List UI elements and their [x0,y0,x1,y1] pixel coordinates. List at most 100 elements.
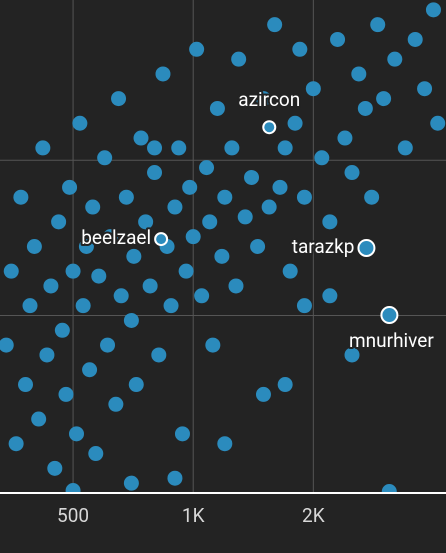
dot [202,214,218,230]
dot [147,140,163,156]
dot [296,189,312,205]
dot [189,41,205,57]
dot [113,288,129,304]
grid [0,0,446,493]
dot [0,337,14,353]
dot [72,115,88,131]
dot [138,214,154,230]
dot [344,347,360,363]
dot [272,179,288,195]
dot [209,100,225,116]
dot [39,347,55,363]
dot [178,263,194,279]
dot [78,239,94,254]
dot [228,278,244,294]
dot [407,31,423,47]
dot [250,239,266,254]
dot [182,179,198,195]
dot [118,189,134,205]
dot [381,484,397,493]
dot [123,475,139,491]
dot [171,140,187,156]
dot [82,362,98,378]
dot [174,426,190,442]
dot [108,396,124,412]
dot [217,189,233,205]
dot [91,268,107,284]
dot [65,483,81,493]
dot [357,100,373,116]
dots [0,2,446,493]
dot [255,386,271,402]
dot [123,312,139,328]
dot [58,386,74,402]
dot [205,337,221,353]
dot [224,140,240,156]
dot [351,66,367,82]
x-tick-label: 2K [302,504,325,527]
dot [128,377,144,393]
dot [425,2,441,18]
dot [430,115,446,131]
dot [65,263,81,279]
dot [31,411,47,427]
point-label: beelzael [81,226,151,249]
point-label: mnurhiver [349,329,434,352]
point-label: tarazkp [292,235,355,258]
dot [370,17,386,33]
dot [287,115,303,131]
dot [35,140,51,156]
dot [85,199,101,215]
highlights: azircon beelzael tarazkp mnurhiver [79,86,436,354]
dot [62,179,78,195]
dot [244,169,260,185]
dot [97,150,113,166]
highlight-dot [154,232,169,247]
dot [199,160,215,176]
dot [13,189,29,205]
dot [142,278,158,294]
dot [163,298,179,314]
dot [43,278,59,294]
dot [47,460,63,476]
dot [217,436,233,452]
dot [111,91,127,107]
dot [147,165,163,181]
dot [167,470,183,486]
x-tick-label: 500 [57,504,89,527]
dot [296,298,312,314]
dot [322,214,338,230]
dot [22,298,38,314]
dot [214,248,230,264]
dot [26,239,42,254]
dot [100,337,116,353]
dot [364,189,380,205]
dot [292,41,308,57]
dot [155,66,171,82]
dot [397,140,413,156]
dot [69,426,85,442]
dot [75,298,91,314]
dot [167,199,183,215]
dot [267,17,283,33]
dot [387,51,403,67]
dot [8,436,24,452]
dot [126,248,142,264]
dot [3,263,19,279]
dot [255,91,271,107]
dot [231,51,247,67]
dot [417,81,433,97]
x-tick-label: 1K [182,504,205,527]
dot [322,288,338,304]
dot [237,209,253,225]
dot [194,288,210,304]
dot [282,263,298,279]
dot [261,199,277,215]
dot [185,229,201,245]
dot [330,31,346,47]
point-label: azircon [238,88,300,111]
dot [277,140,293,156]
dot [54,322,70,338]
